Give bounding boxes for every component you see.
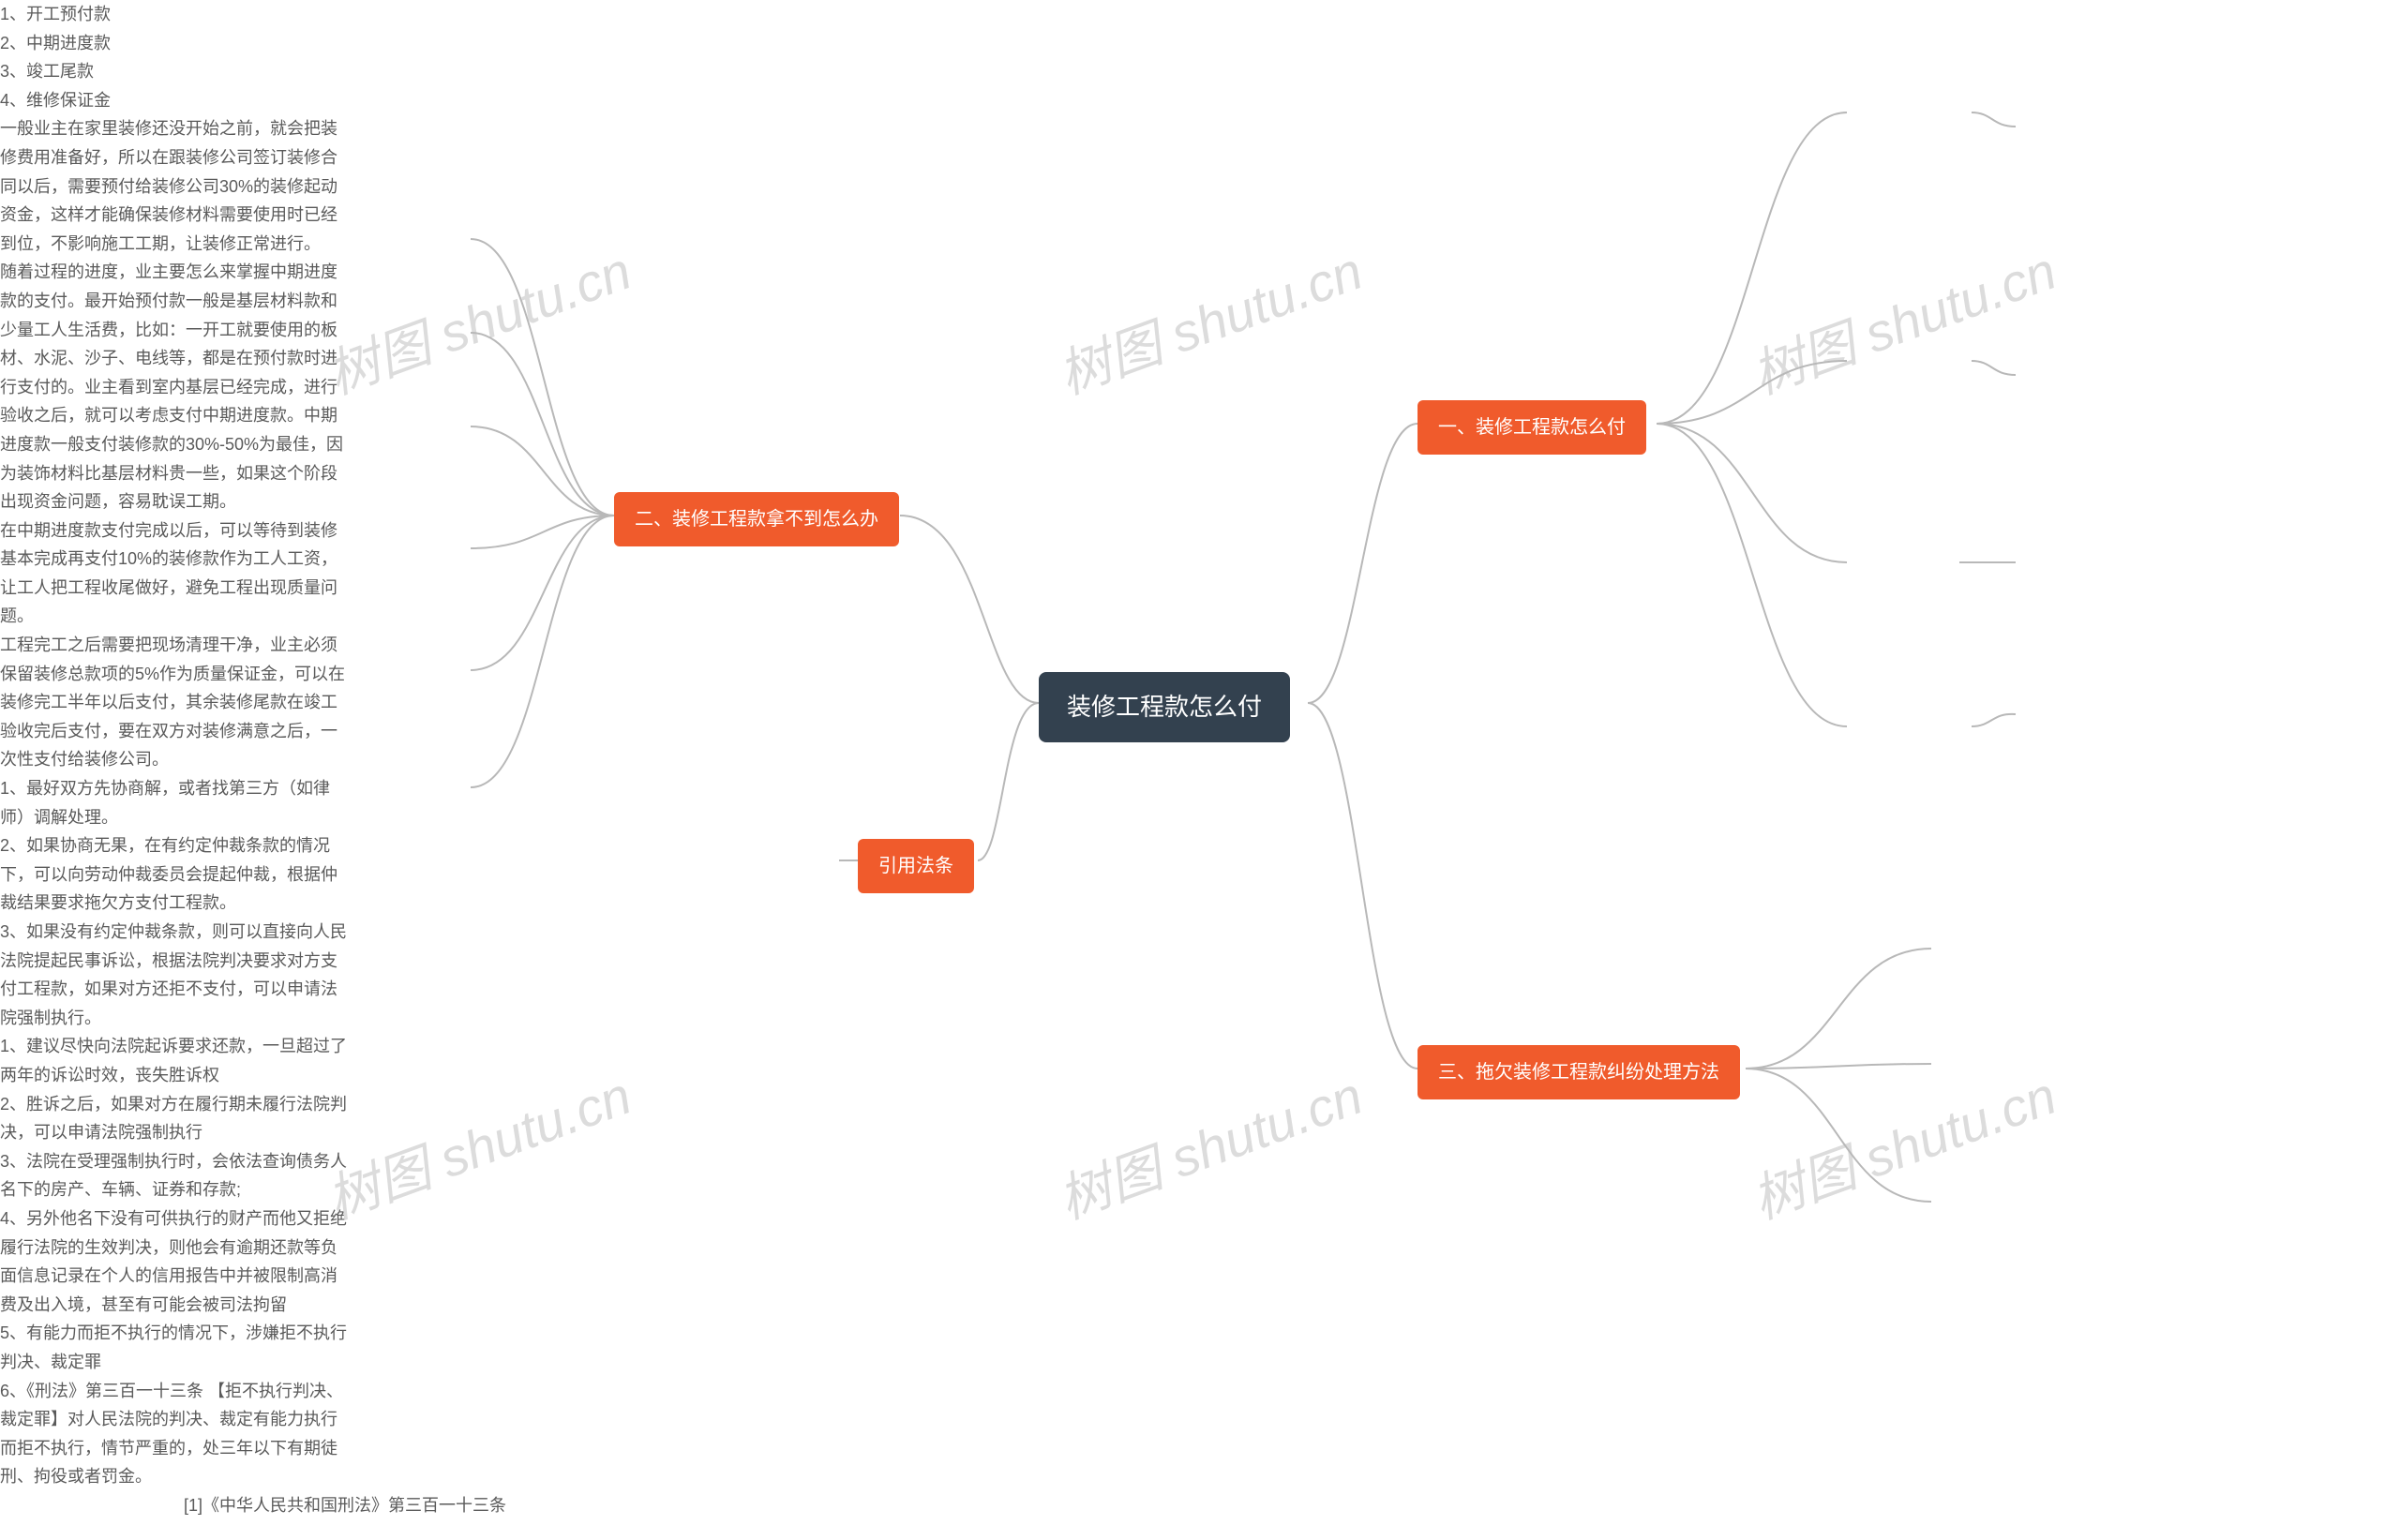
leaf-1-4: 工程完工之后需要把现场清理干净，业主必须保留装修总款项的5%作为质量保证金，可以…: [0, 631, 347, 774]
branch-1[interactable]: 一、装修工程款怎么付: [1418, 400, 1646, 455]
watermark: 树图 shutu.cn: [1740, 229, 2065, 409]
leaf-2-4: 4、另外他名下没有可供执行的财产而他又拒绝履行法院的生效判决，则他会有逾期还款等…: [0, 1204, 347, 1319]
branch-2[interactable]: 二、装修工程款拿不到怎么办: [614, 492, 899, 546]
branch-3[interactable]: 三、拖欠装修工程款纠纷处理方法: [1418, 1045, 1740, 1099]
branch-4[interactable]: 引用法条: [858, 839, 974, 893]
watermark: 树图 shutu.cn: [315, 229, 640, 409]
leaf-2-2: 2、胜诉之后，如果对方在履行期未履行法院判决，可以申请法院强制执行: [0, 1090, 347, 1147]
leaf-1-3: 在中期进度款支付完成以后，可以等待到装修基本完成再支付10%的装修款作为工人工资…: [0, 516, 347, 631]
watermark: 树图 shutu.cn: [1046, 1054, 1372, 1233]
watermark: 树图 shutu.cn: [315, 1054, 640, 1233]
connector-layer: [0, 0, 2400, 1540]
watermark: 树图 shutu.cn: [1046, 229, 1372, 409]
leaf-3-2: 2、如果协商无果，在有约定仲裁条款的情况下，可以向劳动仲裁委员会提起仲裁，根据仲…: [0, 831, 347, 918]
sub-1-1[interactable]: 1、开工预付款: [0, 0, 2400, 29]
leaf-3-1: 1、最好双方先协商解，或者找第三方（如律师）调解处理。: [0, 774, 347, 831]
leaf-2-6: 6、《刑法》第三百一十三条 【拒不执行判决、裁定罪】对人民法院的判决、裁定有能力…: [0, 1377, 347, 1491]
watermark: 树图 shutu.cn: [1740, 1054, 2065, 1233]
leaf-2-5: 5、有能力而拒不执行的情况下，涉嫌拒不执行判决、裁定罪: [0, 1319, 347, 1376]
root-node[interactable]: 装修工程款怎么付: [1039, 672, 1290, 742]
leaf-1-1: 一般业主在家里装修还没开始之前，就会把装修费用准备好，所以在跟装修公司签订装修合…: [0, 114, 347, 258]
sub-1-2[interactable]: 2、中期进度款: [0, 29, 2400, 58]
leaf-2-3: 3、法院在受理强制执行时，会依法查询债务人名下的房产、车辆、证券和存款;: [0, 1147, 347, 1204]
sub-1-4[interactable]: 4、维修保证金: [0, 86, 2400, 115]
sub-1-3[interactable]: 3、竣工尾款: [0, 57, 2400, 86]
leaf-2-1: 1、建议尽快向法院起诉要求还款，一旦超过了两年的诉讼时效，丧失胜诉权: [0, 1032, 347, 1089]
leaf-4-1: [1]《中华人民共和国刑法》第三百一十三条: [0, 1491, 506, 1520]
leaf-3-3: 3、如果没有约定仲裁条款，则可以直接向人民法院提起民事诉讼，根据法院判决要求对方…: [0, 918, 347, 1032]
leaf-1-2: 随着过程的进度，业主要怎么来掌握中期进度款的支付。最开始预付款一般是基层材料款和…: [0, 258, 347, 516]
